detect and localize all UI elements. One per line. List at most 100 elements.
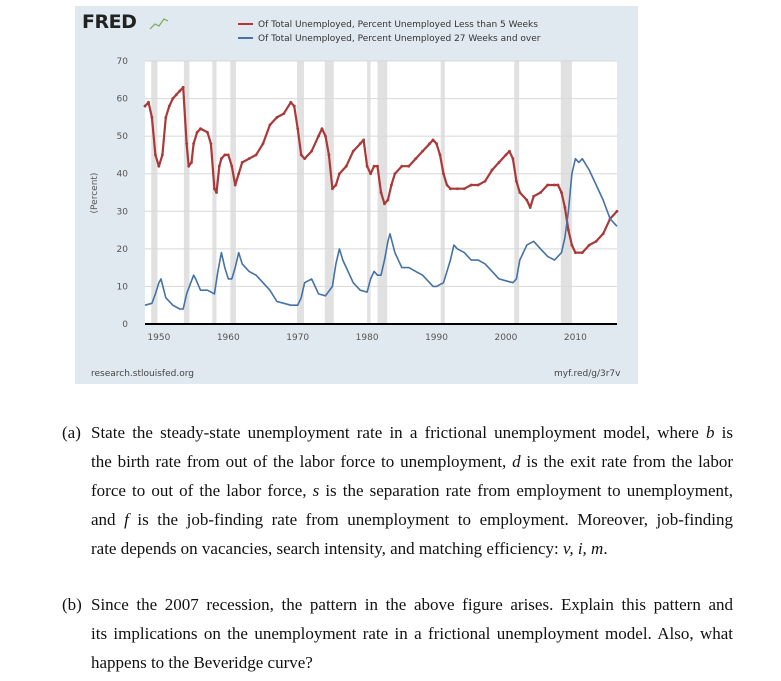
recession-band (297, 61, 304, 324)
data-point (372, 164, 376, 168)
data-point (237, 172, 241, 176)
recession-band (367, 61, 371, 324)
data-point (317, 134, 320, 138)
data-point (174, 93, 178, 97)
data-point (154, 153, 157, 157)
data-point (303, 157, 307, 161)
data-point (185, 142, 189, 146)
data-point (217, 164, 221, 168)
fred-logo-graph-icon (149, 18, 169, 30)
data-point (195, 130, 199, 134)
data-point (414, 157, 418, 161)
data-point (187, 164, 191, 168)
data-point (407, 164, 411, 168)
data-point (476, 183, 480, 187)
data-point (190, 161, 193, 164)
data-point (320, 127, 324, 131)
data-point (147, 100, 150, 104)
data-point (334, 183, 338, 187)
question-text-line: and f is the job-finding rate from unemp… (91, 510, 733, 530)
data-point (421, 149, 425, 153)
x-tick-label: 1980 (356, 333, 379, 343)
data-point (393, 172, 397, 176)
data-point (539, 191, 543, 194)
question-text-line: the birth rate from out of the labor for… (91, 452, 733, 472)
question-text-line: State the steady-state unemployment rate… (91, 423, 733, 443)
fred-logo: FRED (82, 11, 137, 33)
data-point (299, 153, 303, 157)
math-variable: v, i, m (563, 539, 604, 558)
chart-plot: 0 10 20 30 40 50 60 70 1950 1960 1970 1980 1990 2000 2… (90, 18, 619, 343)
data-point (445, 183, 449, 187)
question-text-line: its implications on the unemployment rat… (91, 624, 733, 644)
data-point (254, 153, 258, 157)
data-point (449, 187, 452, 191)
data-point (223, 153, 227, 157)
data-point (247, 157, 251, 161)
y-tick-label: 0 (122, 320, 128, 330)
data-point (181, 85, 185, 89)
data-point (261, 142, 265, 146)
data-point (178, 89, 182, 93)
recession-band (560, 61, 572, 324)
data-point (327, 153, 331, 157)
data-point (525, 198, 529, 202)
y-axis-label: (Percent) (90, 173, 100, 214)
data-point (400, 164, 404, 168)
data-point (344, 164, 348, 168)
math-variable: b (705, 423, 715, 442)
data-point (289, 100, 293, 104)
data-point (268, 123, 272, 127)
legend-label-1: Of Total Unemployed, Percent Unemployed … (258, 20, 538, 30)
source-right[interactable]: myf.red/g/3r7v (554, 369, 621, 379)
data-point (351, 149, 355, 153)
data-point (573, 251, 577, 255)
data-point (296, 127, 300, 131)
x-tick-label: 1960 (217, 333, 240, 343)
recession-band (514, 61, 520, 324)
text-segment: State the steady-state unemployment rate… (91, 423, 706, 442)
recession-band (440, 61, 445, 324)
data-point (518, 191, 522, 194)
question-text-line: Since the 2007 recession, the pattern in… (91, 595, 733, 615)
text-segment: rate depends on vacancies, search intens… (91, 539, 564, 558)
text-segment: and (91, 510, 125, 529)
data-point (379, 191, 383, 194)
math-variable: s (312, 481, 320, 500)
data-point (337, 172, 341, 176)
data-point (615, 209, 619, 213)
data-point (369, 172, 372, 176)
recession-band (324, 61, 334, 324)
data-point (310, 149, 313, 153)
data-point (435, 142, 438, 146)
y-tick-label: 10 (117, 282, 129, 292)
question-text-line: force to out of the labor force, s is th… (91, 481, 733, 501)
x-tick-label: 2010 (564, 333, 587, 343)
data-point (556, 183, 560, 187)
data-point (570, 243, 574, 247)
text-segment: happens to the Beveridge curve? (91, 653, 313, 672)
data-point (192, 142, 195, 146)
text-segment: is (714, 423, 734, 442)
data-point (171, 97, 175, 100)
data-point (511, 157, 515, 161)
legend-label-2: Of Total Unemployed, Percent Unemployed … (258, 34, 541, 44)
text-segment: is the exit rate from the labor (520, 452, 733, 471)
recession-band (230, 61, 236, 324)
data-point (442, 172, 445, 176)
data-point (428, 142, 431, 146)
data-point (143, 104, 147, 108)
x-tick-label: 1970 (286, 333, 309, 343)
data-point (553, 183, 556, 187)
math-variable: f (124, 510, 129, 529)
recession-band (183, 61, 190, 324)
data-point (365, 164, 369, 168)
math-variable: d (512, 452, 521, 471)
data-point (497, 161, 501, 164)
source-left[interactable]: research.stlouisfed.org (91, 369, 194, 379)
data-point (560, 191, 563, 194)
series-line-2 (144, 157, 618, 310)
recession-band (151, 61, 158, 324)
data-point (226, 153, 230, 157)
data-point (508, 149, 511, 153)
